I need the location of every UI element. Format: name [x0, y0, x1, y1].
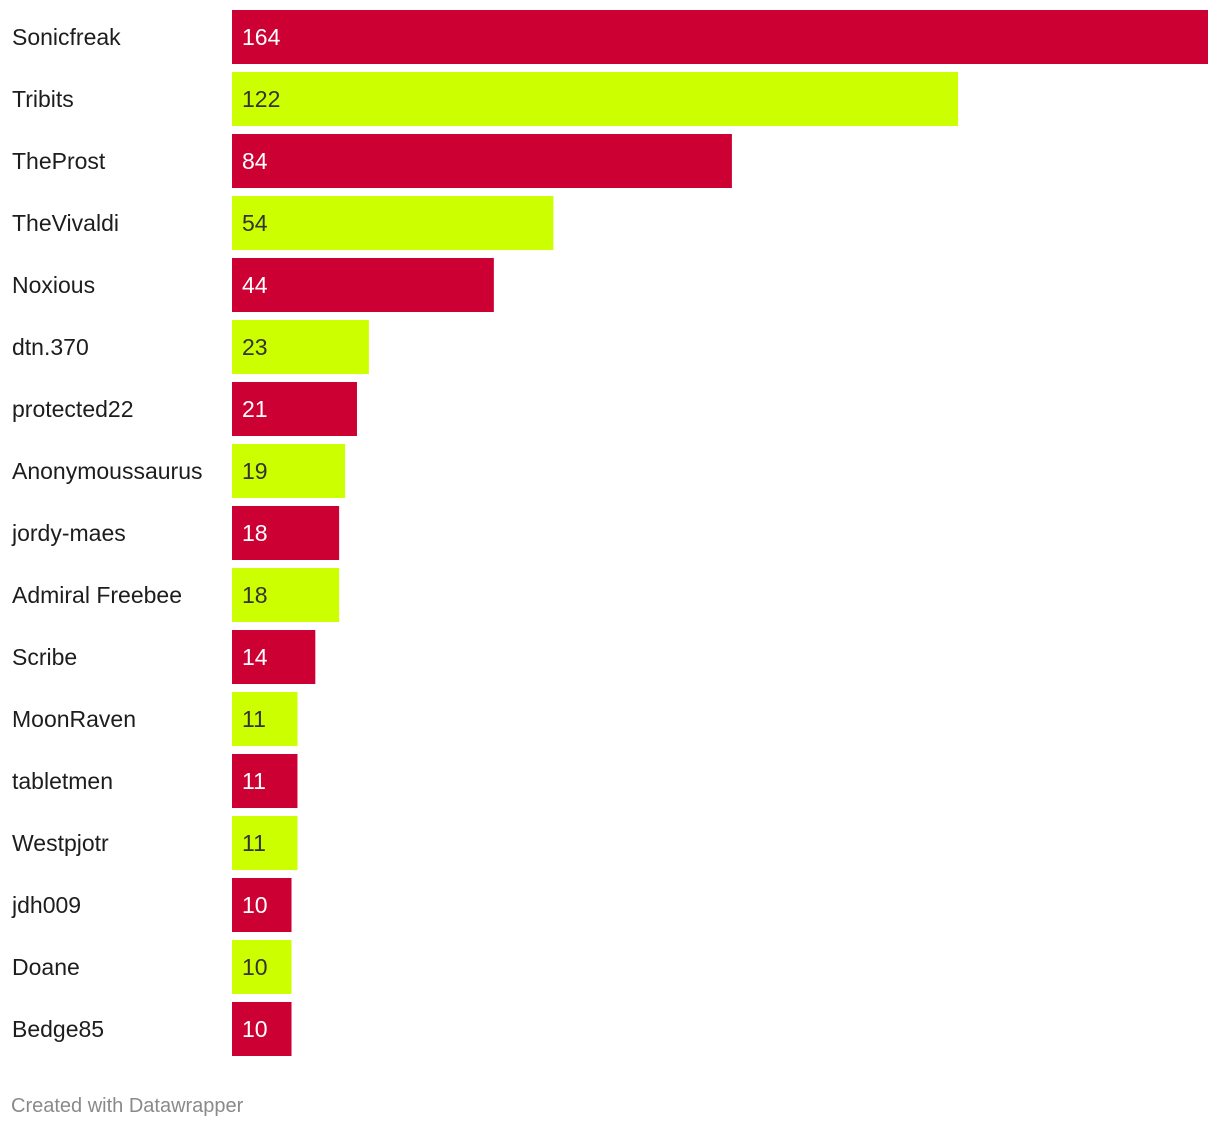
bar	[232, 940, 292, 994]
category-label: Noxious	[12, 272, 95, 298]
value-label: 164	[242, 24, 281, 50]
datawrapper-credit: Created with Datawrapper	[11, 1095, 244, 1117]
value-label: 11	[242, 830, 266, 856]
category-label: TheProst	[12, 148, 106, 174]
category-label: Scribe	[12, 644, 77, 670]
value-label: 11	[242, 768, 266, 794]
value-label: 10	[242, 954, 268, 980]
category-label: Bedge85	[12, 1016, 104, 1042]
value-label: 44	[242, 272, 268, 298]
bar	[232, 754, 298, 808]
category-label: protected22	[12, 396, 133, 422]
bar	[232, 134, 732, 188]
bar	[232, 382, 357, 436]
category-label: Westpjotr	[12, 830, 109, 856]
value-label: 54	[242, 210, 268, 236]
bar	[232, 72, 959, 126]
chart-svg: Sonicfreak 164 Tribits 122 TheProst 84 TheViva…	[11, 10, 1208, 1056]
category-label: Tribits	[12, 86, 74, 112]
bar	[232, 506, 340, 560]
value-label: 19	[242, 458, 268, 484]
bar	[232, 320, 369, 374]
value-label: 10	[242, 892, 268, 918]
value-label: 21	[242, 396, 268, 422]
bar	[232, 568, 340, 622]
value-label: 14	[242, 644, 268, 670]
bar	[232, 196, 554, 250]
value-label: 18	[242, 520, 268, 546]
value-label: 23	[242, 334, 268, 360]
value-label: 84	[242, 148, 268, 174]
bar	[232, 878, 292, 932]
category-label: dtn.370	[12, 334, 89, 360]
category-label: jordy-maes	[11, 520, 126, 546]
category-label: Anonymoussaurus	[12, 458, 203, 484]
bar	[232, 692, 298, 746]
bar	[232, 630, 316, 684]
bar	[232, 10, 1208, 64]
value-label: 11	[242, 706, 266, 732]
value-label: 18	[242, 582, 268, 608]
value-label: 122	[242, 86, 280, 112]
category-label: TheVivaldi	[12, 210, 119, 236]
category-label: Doane	[12, 954, 80, 980]
category-label: tabletmen	[12, 768, 113, 794]
value-label: 10	[242, 1016, 268, 1042]
category-label: jdh009	[11, 892, 81, 918]
bar	[232, 258, 494, 312]
category-label: Admiral Freebee	[12, 582, 182, 608]
category-label: MoonRaven	[12, 706, 136, 732]
bar	[232, 1002, 292, 1056]
bar	[232, 444, 346, 498]
bar	[232, 816, 298, 870]
category-label: Sonicfreak	[12, 24, 121, 50]
